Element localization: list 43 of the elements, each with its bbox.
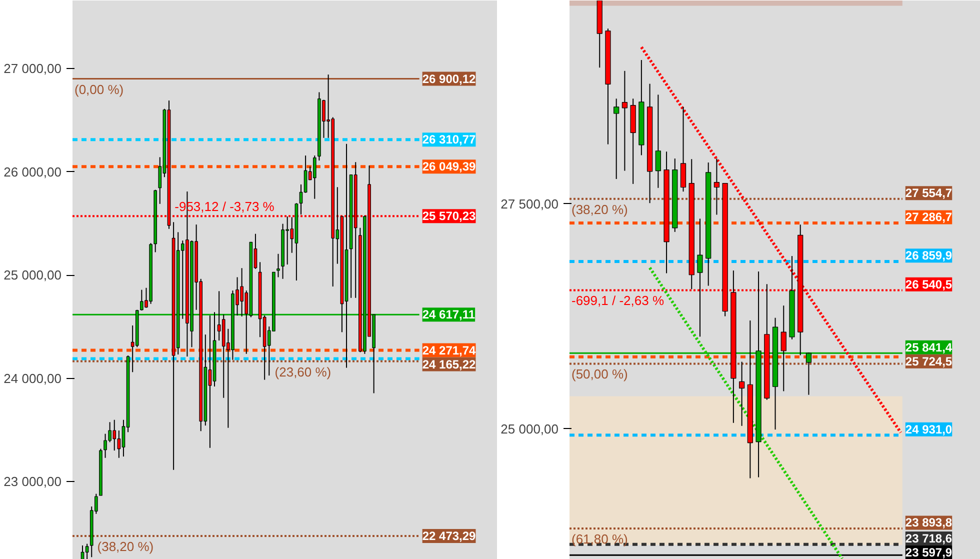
ref-line-label: 22 473,29 (422, 529, 476, 544)
ref-line-label: 27 554,7 (905, 186, 952, 200)
candlestick (738, 361, 745, 426)
ref-line-label: 26 540,5 (905, 277, 952, 292)
ref-line-label: 26 310,77 (422, 132, 476, 147)
annotation: -699,1 / -2,63 % (572, 293, 664, 308)
ref-line-label: 25 724,5 (905, 354, 952, 368)
candlestick (714, 158, 720, 216)
annotation: (23,60 %) (274, 364, 332, 380)
ref-line-label: 23 718,6 (905, 532, 952, 546)
ref-line-label: 24 271,74 (422, 343, 476, 358)
candlestick (780, 305, 786, 392)
y-tick-label: 25 000,00 (500, 421, 559, 436)
annotation: (50,00 %) (572, 366, 628, 382)
ref-line-label: 24 931,0 (905, 422, 952, 436)
annotation: (38,20 %) (97, 539, 154, 554)
annotation: (61,80 %) (572, 532, 628, 547)
candlestick (276, 253, 280, 278)
candlestick (697, 218, 703, 338)
annotation: (0,00 %) (74, 82, 124, 97)
y-tick-label: 23 000,00 (4, 474, 62, 490)
ref-line-label: 23 597,9 (905, 546, 952, 559)
ref-line-label: 26 859,9 (905, 248, 952, 263)
y-tick-label: 26 000,00 (4, 164, 62, 180)
candlestick (85, 543, 89, 559)
ref-line-label: 24 165,22 (422, 357, 476, 372)
candlestick (614, 98, 620, 180)
y-tick-label: 24 000,00 (4, 370, 62, 386)
y-tick-label: 25 000,00 (4, 268, 62, 283)
candlestick (680, 106, 686, 192)
y-tick-label: 27 500,00 (500, 196, 559, 212)
ref-line-label: 25 841,4 (905, 340, 952, 354)
candlestick (655, 94, 661, 188)
ref-line-label: 26 900,12 (422, 72, 476, 86)
candlestick (312, 155, 316, 200)
ref-line-label: 26 049,39 (422, 160, 476, 174)
y-tick-label: 27 000,00 (4, 60, 62, 76)
annotation: (38,20 %) (572, 202, 628, 217)
candlestick (622, 70, 628, 172)
ref-line-label: 24 617,11 (422, 308, 476, 322)
ref-line-label: 27 286,7 (905, 210, 952, 224)
ref-line-label: 23 893,8 (905, 516, 952, 530)
ref-line-label: 25 570,23 (422, 209, 476, 224)
